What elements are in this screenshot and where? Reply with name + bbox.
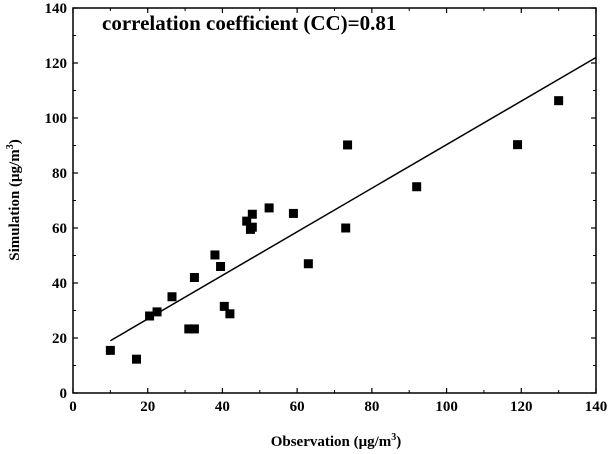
data-point [132, 354, 142, 364]
x-tick-label: 0 [69, 399, 77, 415]
data-point [105, 345, 115, 355]
data-point [225, 309, 235, 319]
data-point [554, 96, 564, 106]
correlation-annotation: correlation coefficient (CC)=0.81 [102, 11, 396, 35]
data-point [242, 216, 252, 226]
y-tick-label: 60 [52, 221, 67, 237]
y-tick-label: 20 [52, 331, 67, 347]
x-tick-label: 40 [215, 399, 230, 415]
y-axis-ticks [73, 7, 596, 394]
y-tick-label: 100 [45, 111, 68, 127]
data-point [152, 307, 162, 317]
plot-frame [72, 7, 597, 394]
data-point [189, 324, 199, 334]
data-points [105, 96, 564, 364]
regression-line [109, 56, 597, 342]
y-tick-label: 120 [45, 56, 68, 72]
data-point [412, 182, 422, 192]
x-axis-title-sup: 3 [391, 432, 396, 443]
x-tick-label: 80 [364, 399, 379, 415]
data-point [219, 301, 229, 311]
data-point [303, 259, 313, 269]
data-point [145, 311, 155, 321]
x-tick-label: 100 [435, 399, 458, 415]
y-tick-label: 0 [60, 386, 68, 402]
y-axis-title: Simulation (μg/m3) [5, 139, 23, 260]
data-point [513, 140, 523, 150]
x-tick-label: 60 [290, 399, 305, 415]
x-tick-label: 140 [585, 399, 608, 415]
data-point [343, 140, 353, 150]
data-point [264, 203, 274, 213]
data-point [341, 223, 351, 233]
data-point [247, 209, 257, 219]
x-axis-title-main: Observation (μg/m [271, 434, 392, 450]
x-axis-title: Observation (μg/m3) [271, 432, 402, 450]
y-axis-title-main: Simulation (μg/m [7, 149, 23, 261]
x-tick-label: 120 [510, 399, 533, 415]
y-axis-title-close: ) [7, 139, 23, 144]
y-tick-label: 40 [52, 276, 67, 292]
data-point [288, 208, 298, 218]
data-point [189, 273, 199, 282]
data-point [167, 292, 177, 302]
x-axis-title-close: ) [396, 434, 401, 450]
x-axis-ticks [72, 8, 597, 393]
data-point [247, 222, 257, 232]
y-tick-label: 80 [52, 166, 67, 182]
x-tick-label: 20 [140, 399, 155, 415]
y-axis-tick-labels: 0 20 40 60 80 100 120 140 [45, 1, 68, 402]
data-point [210, 250, 220, 260]
data-point [184, 324, 194, 334]
y-axis-title-sup: 3 [5, 144, 16, 149]
x-axis-tick-labels: 0 20 40 60 80 100 120 140 [69, 399, 607, 415]
y-tick-label: 140 [45, 1, 68, 17]
data-point [216, 262, 226, 271]
